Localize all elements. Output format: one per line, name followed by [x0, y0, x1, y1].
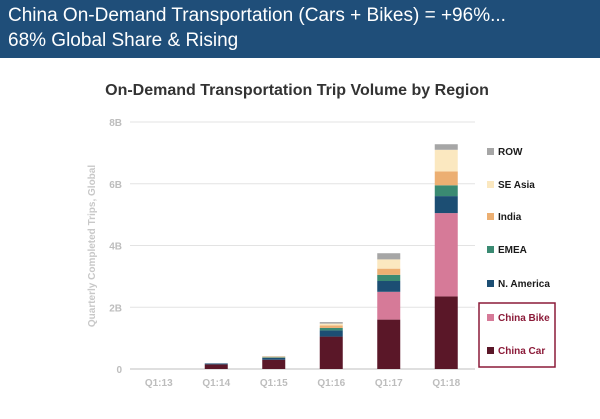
bar-segment [377, 281, 401, 292]
bar-segment [262, 357, 286, 358]
x-tick-label: Q1:14 [202, 378, 230, 389]
legend-swatch [487, 148, 494, 155]
bar-segment [377, 253, 401, 260]
x-tick-label: Q1:13 [145, 378, 173, 389]
y-tick-label: 2B [109, 303, 122, 314]
bar-segment [262, 356, 286, 358]
x-tick-label: Q1:16 [317, 378, 345, 389]
legend: ROW SE Asia India EMEA N. America China Bike C… [487, 147, 550, 357]
bar-segment [377, 319, 401, 369]
bar-segment [319, 325, 343, 328]
header-title-line-1: China On-Demand Transportation (Cars + B… [8, 5, 506, 26]
legend-label: China Car [498, 346, 545, 357]
bar-segment [434, 196, 458, 214]
bar-segment [377, 268, 401, 275]
legend-swatch [487, 314, 494, 321]
bar-segment [377, 291, 401, 320]
bar-segment [319, 336, 343, 369]
y-tick-label: 0 [116, 365, 122, 376]
bar-segment [204, 364, 228, 369]
legend-swatch [487, 280, 494, 287]
y-tick-label: 6B [109, 180, 122, 191]
legend-swatch [487, 181, 494, 188]
bar-segment [434, 149, 458, 172]
bar-segment [434, 185, 458, 197]
legend-label: EMEA [498, 245, 527, 256]
legend-label: SE Asia [498, 180, 535, 191]
legend-label: China Bike [498, 313, 550, 324]
bar-segment [434, 213, 458, 297]
bar-segment [434, 171, 458, 186]
bar-segment [319, 322, 343, 324]
x-axis-ticks: Q1:13 Q1:14 Q1:15 Q1:16 Q1:17 Q1:18 [145, 378, 461, 389]
legend-highlight-box [478, 302, 556, 368]
bar-segment [377, 259, 401, 269]
legend-label: N. America [498, 279, 550, 290]
chart-title: On-Demand Transportation Trip Volume by … [105, 82, 489, 99]
legend-swatch [487, 246, 494, 253]
y-axis-label: Quarterly Completed Trips, Global [87, 165, 98, 327]
y-tick-label: 4B [109, 242, 122, 253]
legend-swatch [487, 347, 494, 354]
gridlines [130, 121, 475, 370]
legend-label: India [498, 212, 522, 223]
bar-segment [204, 363, 228, 365]
bar-segment [377, 274, 401, 282]
bar-segment [319, 330, 343, 337]
legend-label: ROW [498, 147, 523, 158]
bar-segment [262, 357, 286, 360]
x-tick-label: Q1:18 [432, 378, 460, 389]
x-tick-label: Q1:15 [260, 378, 288, 389]
x-tick-label: Q1:17 [375, 378, 403, 389]
bar-segment [434, 296, 458, 369]
header-title-line-2: 68% Global Share & Rising [8, 30, 239, 51]
legend-swatch [487, 213, 494, 220]
y-tick-label: 8B [109, 118, 122, 129]
y-axis-ticks: 0 2B 4B 6B 8B [109, 118, 122, 376]
bar-segment [434, 144, 458, 150]
bar-segment [319, 323, 343, 326]
bar-segment [262, 359, 286, 369]
bars [204, 144, 458, 369]
bar-segment [319, 327, 343, 331]
header-banner: China On-Demand Transportation (Cars + B… [0, 0, 600, 58]
